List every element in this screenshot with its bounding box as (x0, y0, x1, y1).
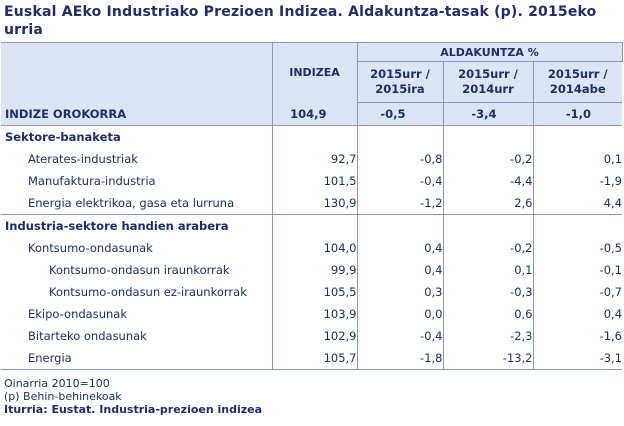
index-value: 99,9 (272, 259, 358, 281)
change-value-2: -0,2 (443, 237, 534, 259)
change-value-3: 0,4 (603, 307, 623, 321)
header-col-3: 2015urr / 2014abe (533, 61, 623, 103)
empty-cell (357, 125, 444, 148)
table-title: Euskal AEko Industriako Prezioen Indizea… (4, 4, 597, 38)
empty-cell (272, 214, 358, 237)
change-value-1: 0,4 (357, 237, 444, 259)
change-value-2: 0,1 (443, 259, 534, 281)
change-value-1: -1,8 (357, 347, 444, 370)
header-col-1: 2015urr / 2015ira (357, 61, 444, 103)
table-row: Kontsumo-ondasunak 104,0 0,4 -0,2 -0,5 (1, 237, 622, 259)
change-value-1: 0,3 (357, 281, 444, 303)
index-value: 105,7 (272, 347, 358, 370)
change-value-1: 0,4 (357, 259, 444, 281)
index-value: 104,0 (272, 237, 358, 259)
row-label: Kontsumo-ondasun iraunkorrak (1, 259, 273, 281)
change-value-2: -2,3 (443, 325, 534, 347)
change-value-1: -0,5 (357, 102, 444, 126)
table-row: Aterates-industriak 92,7 -0,8 -0,2 0,1 (1, 148, 622, 170)
change-value-3: -1,9 (599, 174, 623, 188)
provisional-note: (p) Behin-behinekoak (4, 390, 122, 403)
change-value-3: -0,7 (599, 285, 623, 299)
header-empty-cell (1, 42, 273, 103)
empty-cell (357, 214, 444, 237)
section-header-row: Industria-sektore handien arabera (1, 214, 623, 237)
change-value-2: -3,4 (443, 102, 534, 126)
row-label: Energia (1, 347, 273, 370)
header-col-3-line-1: 2015urr / (547, 67, 608, 81)
header-col-1-line-2: 2015ira (375, 82, 425, 96)
empty-cell (443, 125, 534, 148)
change-value-3: -0,5 (599, 241, 623, 255)
row-label: Energia elektrikoa, gasa eta lurruna (1, 192, 273, 215)
change-value-2: -13,2 (443, 347, 534, 370)
change-value-3: -0,1 (599, 263, 623, 277)
change-value-2: -4,4 (443, 170, 534, 192)
empty-cell (533, 126, 622, 149)
change-value-1: -0,8 (357, 148, 444, 170)
index-value: 105,5 (272, 281, 358, 303)
table-row: Energia elektrikoa, gasa eta lurruna 130… (1, 192, 622, 215)
price-index-table: INDIZEA ALDAKUNTZA % 2015urr / 2015ira 2… (1, 42, 623, 370)
header-index: INDIZEA (272, 42, 358, 103)
table-footer: Oinarria 2010=100 (p) Behin-behinekoak I… (4, 377, 262, 416)
table-row: Kontsumo-ondasun iraunkorrak 99,9 0,4 0,… (1, 259, 622, 281)
empty-cell (443, 214, 534, 237)
general-index-row: INDIZE OROKORRA 104,9 -0,5 -3,4 -1,0 (1, 102, 623, 126)
row-label: INDIZE OROKORRA (1, 102, 273, 126)
header-col-2-line-2: 2014urr (462, 82, 514, 96)
change-value-3: -1,6 (599, 329, 623, 343)
empty-cell (533, 214, 623, 237)
row-label: Manufaktura-industria (1, 170, 273, 192)
table-row: Manufaktura-industria 101,5 -0,4 -4,4 -1… (1, 170, 622, 192)
section-title: Industria-sektore handien arabera (1, 214, 273, 237)
index-value: 101,5 (272, 170, 358, 192)
header-col-1-line-1: 2015urr / (370, 67, 430, 81)
base-note: Oinarria 2010=100 (4, 377, 110, 390)
header-col-3-line-2: 2014abe (549, 82, 606, 96)
table-row: Energia 105,7 -1,8 -13,2 -3,1 (1, 347, 623, 370)
change-value-1: -1,2 (357, 192, 444, 215)
change-value-1: -0,4 (357, 325, 444, 347)
index-value: 130,9 (272, 192, 358, 215)
row-label: Ekipo-ondasunak (1, 303, 273, 325)
header-change-group: ALDAKUNTZA % (357, 42, 623, 62)
change-value-2: -0,2 (443, 148, 534, 170)
index-value: 103,9 (272, 303, 358, 325)
source-note: Iturria: Eustat. Industria-prezioen indi… (4, 403, 263, 416)
table-row: Kontsumo-ondasun ez-iraunkorrak 105,5 0,… (1, 281, 622, 303)
change-value-3: 4,4 (603, 196, 623, 210)
change-value-2: 0,6 (443, 303, 534, 325)
change-value-2: -0,3 (443, 281, 534, 303)
index-value: 92,7 (272, 148, 358, 170)
row-label: Kontsumo-ondasunak (1, 237, 273, 259)
section-title: Sektore-banaketa (1, 125, 273, 148)
change-value-1: -0,4 (357, 170, 444, 192)
section-header-row: Sektore-banaketa (1, 125, 622, 149)
index-value: 104,9 (272, 102, 358, 126)
change-value-2: 2,6 (443, 192, 534, 215)
table-row: Bitarteko ondasunak 102,9 -0,4 -2,3 -1,6 (1, 325, 622, 347)
change-value-3: 0,1 (603, 152, 623, 166)
header-col-2-line-1: 2015urr / (458, 67, 518, 81)
row-label: Bitarteko ondasunak (1, 325, 273, 347)
row-label: Kontsumo-ondasun ez-iraunkorrak (1, 281, 273, 303)
change-value-3: -1,0 (533, 102, 623, 126)
header-col-2: 2015urr / 2014urr (443, 61, 534, 103)
index-value: 102,9 (272, 325, 358, 347)
empty-cell (272, 125, 358, 148)
row-label: Aterates-industriak (1, 148, 273, 170)
change-value-1: 0,0 (357, 303, 444, 325)
change-value-3: -3,1 (533, 347, 623, 370)
table-row: Ekipo-ondasunak 103,9 0,0 0,6 0,4 (1, 303, 622, 325)
